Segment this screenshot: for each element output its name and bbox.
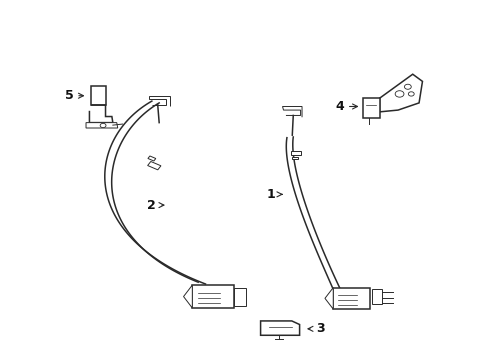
Circle shape [404, 84, 410, 89]
Text: 4: 4 [334, 100, 357, 113]
Polygon shape [379, 74, 422, 112]
Circle shape [394, 91, 403, 97]
Circle shape [100, 123, 106, 128]
Polygon shape [290, 151, 300, 155]
Text: 5: 5 [64, 89, 83, 102]
Polygon shape [148, 156, 156, 161]
Circle shape [407, 92, 413, 96]
Polygon shape [325, 288, 332, 309]
Text: 1: 1 [266, 188, 282, 201]
Polygon shape [333, 288, 369, 309]
Polygon shape [292, 157, 298, 159]
Polygon shape [147, 162, 161, 170]
Polygon shape [86, 123, 118, 128]
Polygon shape [192, 285, 233, 308]
Polygon shape [362, 98, 379, 118]
Polygon shape [233, 288, 245, 306]
Polygon shape [371, 289, 382, 304]
Polygon shape [183, 285, 192, 308]
Text: 3: 3 [307, 322, 324, 335]
Text: 2: 2 [147, 199, 163, 212]
Polygon shape [260, 321, 299, 335]
Polygon shape [91, 86, 105, 105]
